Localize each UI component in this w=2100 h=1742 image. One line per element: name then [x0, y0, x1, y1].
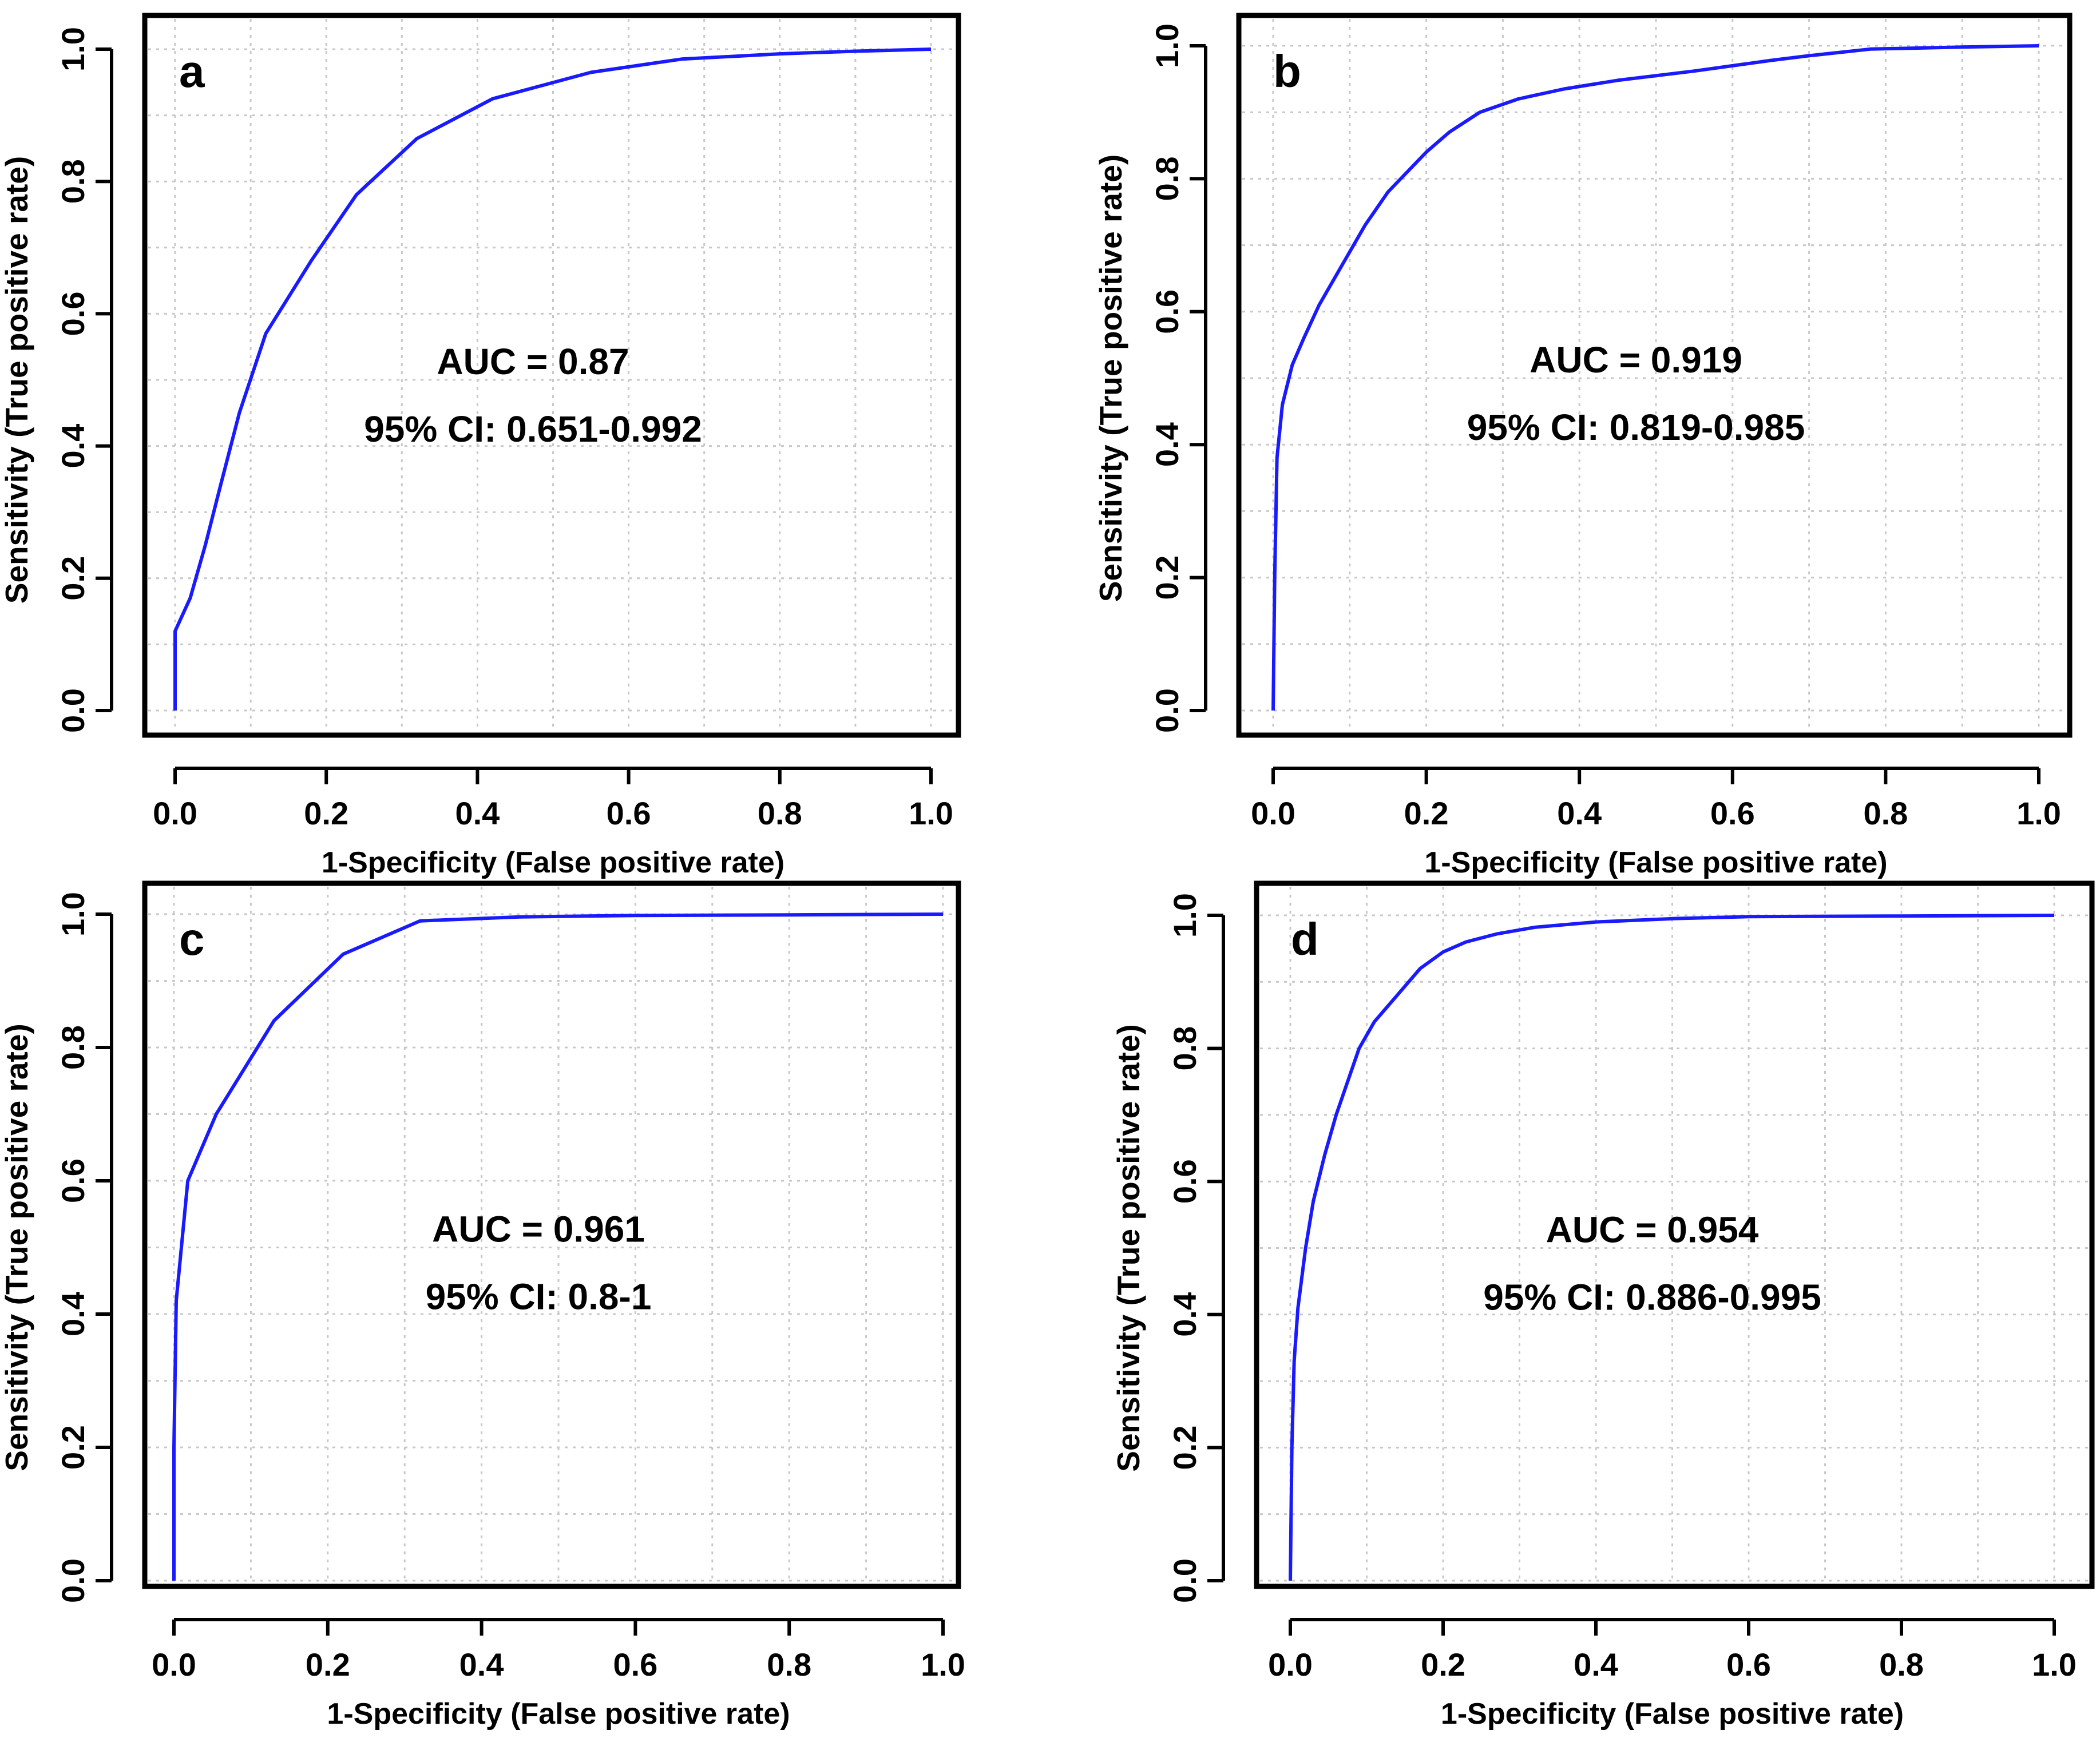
plot-frame [1236, 13, 2073, 738]
x-tick-label: 0.6 [1710, 795, 1755, 831]
x-tick-label: 0.0 [153, 795, 197, 831]
panel-label: d [1291, 914, 1319, 965]
y-tick-label: 0.4 [1149, 422, 1185, 467]
plot-frame [142, 13, 961, 738]
auc-label: AUC = 0.87 [437, 341, 629, 382]
x-tick-label: 0.4 [1574, 1646, 1618, 1683]
x-tick-label: 0.2 [306, 1646, 350, 1683]
roc-panel-a: 0.0 0.2 0.4 0.6 0.8 1.0 0.0 0.2 0.4 0.6 0.8 1.0 1-Sp… [0, 13, 961, 879]
y-tick-label: 1.0 [1149, 23, 1185, 68]
y-axis-title: Sensitivity (True positive rate) [1093, 154, 1128, 602]
x-axis-title: 1-Specificity (False positive rate) [327, 1697, 790, 1731]
x-tick-label: 0.4 [1557, 795, 1602, 831]
y-tick-label: 0.6 [55, 1158, 91, 1203]
y-tick-label: 0.0 [1167, 1558, 1203, 1603]
x-tick-label: 0.6 [613, 1646, 657, 1683]
x-tick-label: 1.0 [2016, 795, 2061, 831]
y-tick-label: 1.0 [55, 27, 91, 72]
auc-label: AUC = 0.961 [432, 1209, 645, 1250]
y-tick-label: 0.6 [1149, 289, 1185, 334]
ci-label: 95% CI: 0.8-1 [426, 1276, 652, 1318]
x-tick-label: 1.0 [921, 1646, 965, 1683]
panel-label: b [1273, 46, 1301, 97]
grid-lines [1242, 19, 2066, 732]
x-tick-label: 0.0 [152, 1646, 196, 1683]
y-axis-title: Sensitivity (True positive rate) [0, 156, 34, 604]
x-tick-label: 0.8 [767, 1646, 811, 1683]
x-tick-label: 0.8 [1879, 1646, 1924, 1683]
y-tick-label: 0.2 [1167, 1425, 1203, 1470]
roc-curve [1271, 44, 2039, 711]
y-tick-label: 0.2 [55, 556, 91, 601]
x-tick-label: 0.8 [1863, 795, 1908, 831]
plot-frame [1254, 880, 2095, 1589]
y-tick-label: 0.6 [1167, 1159, 1203, 1204]
roc-panel-d: 0.0 0.2 0.4 0.6 0.8 1.0 0.0 0.2 0.4 0.6 0.8 1.0 1-Sp… [1111, 880, 2095, 1731]
roc-curve [173, 47, 932, 711]
x-axis-title: 1-Specificity (False positive rate) [322, 846, 784, 879]
x-tick-label: 1.0 [909, 795, 953, 831]
x-tick-label: 0.2 [1421, 1646, 1465, 1683]
y-tick-label: 0.6 [55, 291, 91, 336]
x-axis-title: 1-Specificity (False positive rate) [1424, 846, 1887, 879]
x-tick-label: 0.6 [1726, 1646, 1771, 1683]
x-tick-label: 0.2 [1404, 795, 1449, 831]
plot-frame [142, 880, 961, 1589]
y-tick-label: 0.8 [55, 1025, 91, 1070]
roc-curve [172, 912, 944, 1581]
y-tick-label: 0.4 [55, 1292, 91, 1336]
roc-panel-b: 0.0 0.2 0.4 0.6 0.8 1.0 0.0 0.2 0.4 0.6 0.8 1.0 1-Sp… [1093, 13, 2073, 879]
x-tick-label: 0.4 [455, 795, 500, 831]
y-tick-label: 0.4 [55, 424, 91, 469]
panel-label: a [179, 46, 205, 97]
x-axis-title: 1-Specificity (False positive rate) [1441, 1697, 1904, 1731]
panel-label: c [179, 914, 205, 965]
y-tick-label: 1.0 [55, 892, 91, 937]
grid-lines [148, 19, 955, 732]
x-tick-label: 0.8 [758, 795, 802, 831]
roc-panel-c: 0.0 0.2 0.4 0.6 0.8 1.0 0.0 0.2 0.4 0.6 0.8 1.0 1-Sp… [0, 880, 965, 1731]
y-tick-label: 0.8 [55, 159, 91, 204]
x-tick-label: 0.2 [304, 795, 348, 831]
y-tick-label: 1.0 [1167, 893, 1203, 938]
y-tick-label: 0.0 [55, 1558, 91, 1603]
x-tick-label: 0.0 [1268, 1646, 1313, 1683]
y-tick-label: 0.2 [1149, 555, 1185, 600]
auc-label: AUC = 0.919 [1530, 339, 1742, 380]
y-tick-label: 0.0 [1149, 688, 1185, 733]
x-tick-label: 1.0 [2032, 1646, 2077, 1683]
auc-label: AUC = 0.954 [1546, 1209, 1759, 1251]
y-tick-label: 0.8 [1167, 1026, 1203, 1071]
x-tick-label: 0.4 [459, 1646, 504, 1683]
x-tick-label: 0.6 [607, 795, 651, 831]
y-axis-title: Sensitivity (True positive rate) [0, 1023, 34, 1471]
y-axis-title: Sensitivity (True positive rate) [1111, 1024, 1146, 1471]
y-tick-label: 0.0 [55, 688, 91, 733]
x-tick-label: 0.0 [1251, 795, 1295, 831]
ci-label: 95% CI: 0.886-0.995 [1483, 1277, 1821, 1318]
y-tick-label: 0.8 [1149, 156, 1185, 201]
y-tick-label: 0.4 [1167, 1292, 1203, 1337]
ci-label: 95% CI: 0.819-0.985 [1467, 407, 1805, 448]
ci-label: 95% CI: 0.651-0.992 [364, 408, 702, 450]
y-tick-label: 0.2 [55, 1425, 91, 1470]
roc-curve [1289, 914, 2055, 1581]
